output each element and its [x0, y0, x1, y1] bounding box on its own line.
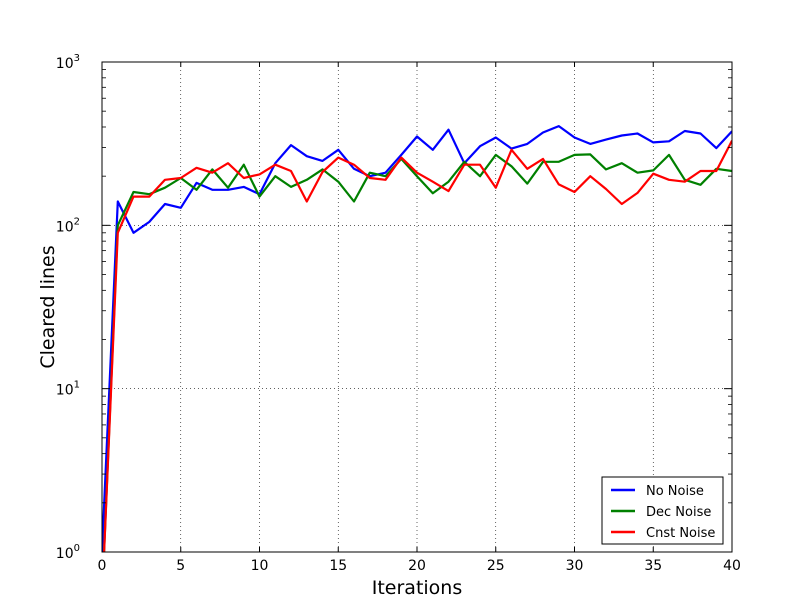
y-tick-label: 101 [56, 380, 80, 399]
x-tick-label: 35 [644, 558, 662, 574]
legend-label: Dec Noise [646, 505, 711, 520]
legend-label: No Noise [646, 484, 704, 499]
x-tick-label: 0 [98, 558, 107, 574]
y-axis-label: Cleared lines [37, 245, 59, 368]
axis-ticks: 0 5 10 15 20 25 30 35 40 100 101 102 103 [56, 53, 741, 574]
y-tick-label: 102 [56, 216, 80, 235]
x-tick-label: 40 [723, 558, 741, 574]
x-tick-label: 10 [251, 558, 269, 574]
series-line-no-noise [102, 124, 732, 552]
legend-label: Cnst Noise [646, 526, 715, 541]
x-tick-label: 15 [329, 558, 347, 574]
y-tick-label: 100 [56, 543, 80, 562]
data-lines [102, 124, 732, 552]
x-tick-label: 20 [408, 558, 426, 574]
x-tick-label: 30 [566, 558, 584, 574]
x-tick-label: 5 [176, 558, 185, 574]
series-line-dec-noise [102, 153, 732, 552]
y-tick-label: 103 [56, 53, 80, 72]
series-line-cnst-noise [103, 140, 732, 552]
x-tick-label: 25 [487, 558, 505, 574]
x-axis-label: Iterations [372, 577, 463, 599]
legend: No Noise Dec Noise Cnst Noise [601, 476, 724, 545]
